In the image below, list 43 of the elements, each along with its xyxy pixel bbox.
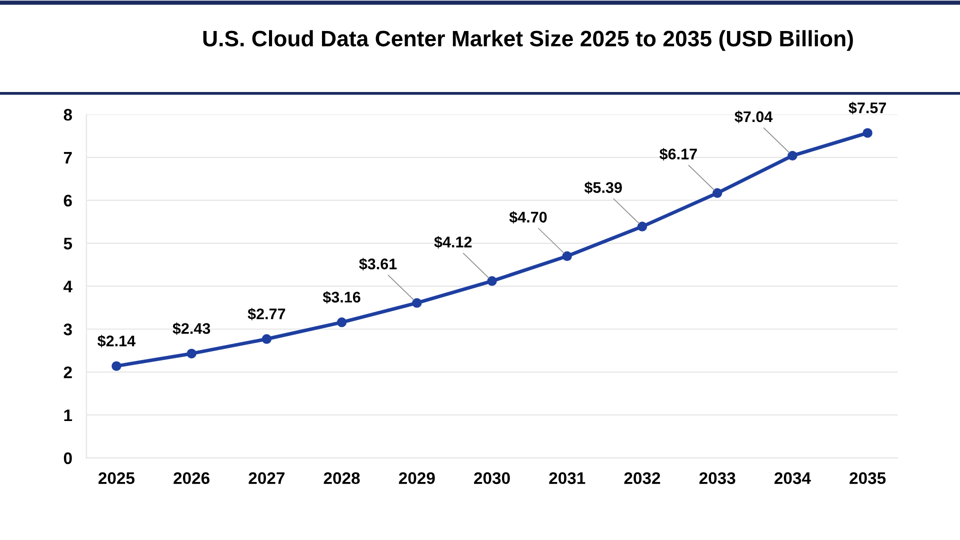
data-label: $6.17 bbox=[660, 148, 697, 160]
x-tick-label: 2035 bbox=[850, 472, 886, 484]
x-tick-label: 2025 bbox=[98, 472, 135, 484]
x-tick-label: 2031 bbox=[549, 472, 586, 484]
data-label: $5.39 bbox=[584, 181, 622, 194]
data-label: $2.77 bbox=[248, 308, 286, 320]
x-tick-label: 2033 bbox=[699, 472, 736, 484]
point bbox=[562, 251, 572, 262]
y-tick-label: 1 bbox=[64, 410, 72, 422]
y-tick-label: 7 bbox=[64, 152, 72, 164]
point bbox=[487, 276, 497, 286]
data-label: $4.70 bbox=[509, 211, 547, 224]
x-tick-label: 2032 bbox=[624, 472, 660, 484]
point bbox=[788, 150, 798, 161]
y-tick-label: 8 bbox=[64, 108, 72, 121]
y-tick-label: 0 bbox=[64, 452, 72, 464]
x-tick-label: 2026 bbox=[174, 472, 210, 484]
x-tick-label: 2029 bbox=[398, 472, 435, 484]
point bbox=[712, 188, 722, 198]
x-tick-label: 2028 bbox=[324, 472, 360, 484]
point bbox=[862, 128, 872, 138]
point bbox=[186, 348, 196, 358]
point bbox=[412, 298, 422, 308]
data-label: $7.57 bbox=[848, 102, 886, 114]
point bbox=[336, 317, 347, 328]
point bbox=[262, 334, 272, 344]
y-tick-label: 5 bbox=[64, 238, 72, 250]
data-label: $3.16 bbox=[322, 291, 360, 304]
data-label: $2.14 bbox=[98, 334, 136, 348]
data-label: $4.12 bbox=[434, 236, 472, 248]
y-tick-label: 4 bbox=[63, 280, 72, 292]
y-tick-label: 3 bbox=[64, 324, 72, 336]
data-label: $7.04 bbox=[734, 110, 773, 124]
data-label: $2.43 bbox=[172, 322, 210, 335]
y-tick-label: 6 bbox=[64, 194, 72, 207]
point bbox=[637, 222, 648, 232]
point bbox=[112, 361, 122, 371]
y-tick-label: 2 bbox=[64, 366, 72, 378]
data-label: $3.61 bbox=[359, 258, 397, 270]
x-tick-label: 2034 bbox=[774, 472, 811, 484]
x-tick-label: 2027 bbox=[248, 472, 284, 484]
x-tick-label: 2030 bbox=[474, 472, 510, 484]
chart-title: U.S. Cloud Data Center Market Size 2025 to 2035 (USD Billion) bbox=[203, 30, 853, 51]
